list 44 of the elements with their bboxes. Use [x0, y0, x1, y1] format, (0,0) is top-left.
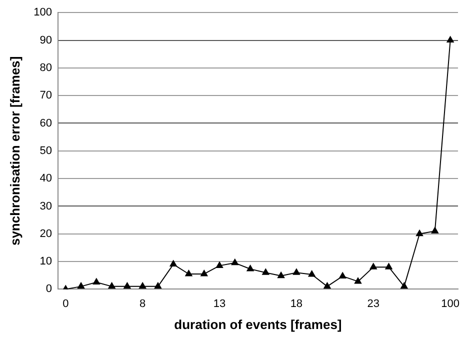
point: [339, 272, 346, 278]
point: [246, 265, 254, 272]
x-tick-label: 23: [367, 298, 380, 310]
point: [262, 268, 270, 275]
point: [139, 282, 146, 289]
point: [170, 260, 177, 267]
y-tick-label: 70: [40, 90, 52, 102]
point: [416, 230, 424, 236]
x-tick-label: 100: [441, 298, 460, 310]
point: [292, 268, 300, 275]
y-tick-label: 20: [40, 228, 52, 240]
point: [78, 282, 85, 289]
x-tick-label: 8: [140, 298, 146, 310]
x-tick-label: 13: [213, 298, 226, 310]
point: [92, 278, 100, 285]
y-tick-label: 100: [34, 6, 52, 19]
point: [370, 263, 377, 270]
point: [108, 282, 116, 289]
point: [308, 270, 316, 277]
y-tick-label: 80: [40, 62, 52, 74]
y-axis-title: synchronisation error [frames]: [7, 56, 22, 246]
y-tick-label: 0: [46, 283, 52, 296]
point: [216, 262, 224, 268]
x-tick-label: 0: [62, 298, 69, 310]
point: [431, 227, 438, 234]
point: [185, 270, 192, 276]
y-tick-label: 40: [40, 172, 52, 185]
point: [354, 277, 362, 284]
point: [324, 282, 331, 289]
y-tick-label: 50: [40, 144, 52, 157]
point: [154, 282, 162, 289]
y-tick-label: 30: [40, 200, 52, 212]
y-tick-label: 60: [40, 117, 52, 130]
x-tick-label: 18: [290, 298, 303, 310]
point: [446, 36, 454, 43]
x-axis-title: duration of events [frames]: [174, 316, 342, 332]
point: [385, 263, 392, 270]
y-tick-label: 10: [40, 256, 52, 268]
point: [400, 282, 408, 289]
point: [278, 272, 285, 278]
y-tick-label: 90: [40, 34, 52, 46]
point: [124, 282, 131, 289]
point: [231, 258, 238, 266]
point: [200, 270, 208, 276]
